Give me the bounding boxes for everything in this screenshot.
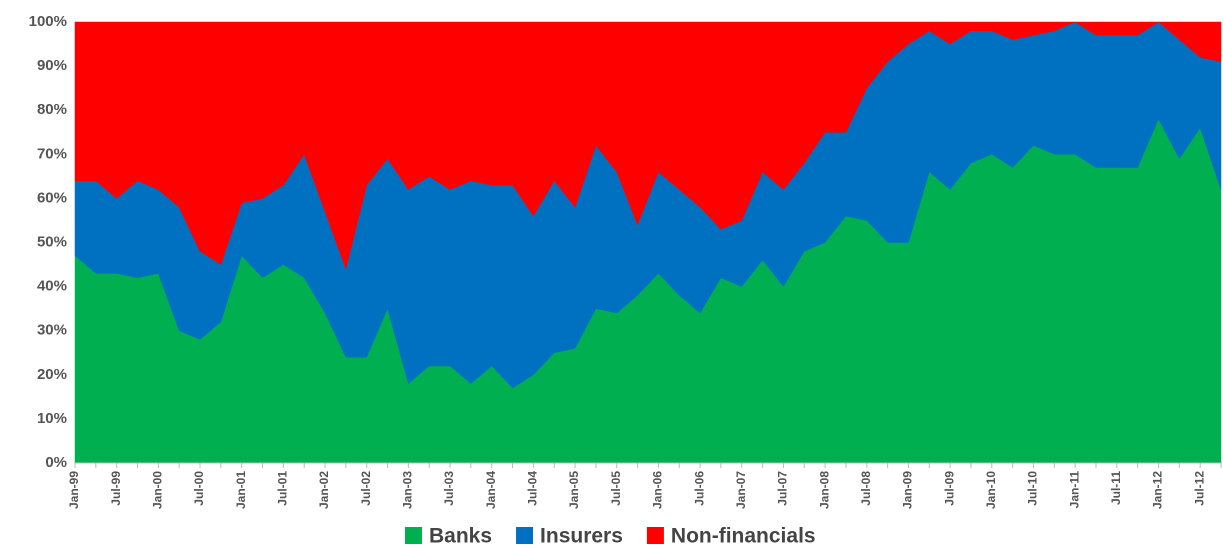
- legend-swatch: [516, 527, 534, 544]
- y-tick-label: 40%: [37, 278, 67, 295]
- area: [74, 21, 1222, 270]
- x-tick-label: Jan-09: [901, 471, 915, 509]
- x-tick-label: Jul-00: [192, 471, 206, 506]
- x-tick-label: Jan-11: [1067, 471, 1081, 509]
- y-tick-label: 90%: [37, 57, 67, 74]
- x-tick-label: Jan-03: [401, 471, 415, 509]
- x-tick-label: Jan-10: [984, 471, 998, 509]
- y-tick-label: 70%: [37, 145, 67, 162]
- x-tick-label: Jan-99: [67, 471, 81, 509]
- y-tick-label: 0%: [45, 454, 67, 471]
- x-tick-label: Jan-12: [1151, 471, 1165, 509]
- legend-label: Insurers: [540, 525, 623, 548]
- y-tick-label: 60%: [37, 189, 67, 206]
- x-tick-label: Jan-04: [484, 471, 498, 509]
- x-tick-label: Jan-01: [234, 471, 248, 509]
- y-tick-label: 20%: [37, 366, 67, 383]
- y-tick-label: 10%: [37, 410, 67, 427]
- x-tick-label: Jan-02: [317, 471, 331, 509]
- x-tick-label: Jul-06: [692, 471, 706, 506]
- x-tick-label: Jul-02: [359, 471, 373, 506]
- y-tick-label: 100%: [29, 13, 67, 30]
- x-tick-label: Jul-10: [1026, 471, 1040, 506]
- x-tick-label: Jul-09: [942, 471, 956, 506]
- y-tick-label: 30%: [37, 322, 67, 339]
- x-tick-label: Jul-11: [1109, 471, 1123, 505]
- x-tick-label: Jan-05: [567, 471, 581, 509]
- legend-swatch: [405, 527, 422, 544]
- x-tick-label: Jul-04: [526, 471, 540, 506]
- legend-swatch: [646, 527, 664, 544]
- y-tick-label: 80%: [37, 101, 67, 118]
- y-tick-label: 50%: [37, 233, 67, 250]
- x-tick-label: Jul-99: [109, 471, 123, 506]
- x-tick-label: Jan-08: [817, 471, 831, 509]
- x-tick-label: Jan-07: [734, 471, 748, 509]
- legend-label: Non-financials: [671, 525, 816, 548]
- x-tick-label: Jan-06: [651, 471, 665, 509]
- x-tick-label: Jul-12: [1192, 471, 1206, 506]
- x-tick-label: Jul-05: [609, 471, 623, 506]
- x-tick-label: Jul-08: [859, 471, 873, 506]
- legend-label: Banks: [429, 525, 492, 548]
- x-tick-label: Jul-03: [442, 471, 456, 506]
- x-tick-label: Jul-01: [276, 471, 290, 506]
- x-tick-label: Jul-07: [776, 471, 790, 506]
- x-tick-label: Jan-00: [151, 471, 165, 509]
